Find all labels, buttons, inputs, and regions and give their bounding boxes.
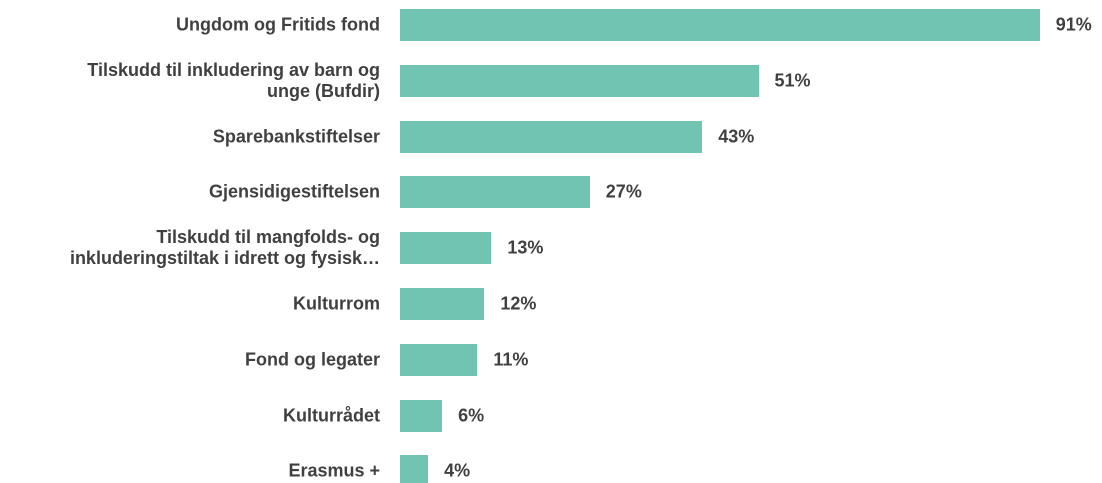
category-label: Fond og legater [245,349,380,370]
bar [400,399,443,432]
category-label: Erasmus + [288,460,380,481]
value-label: 43% [718,126,755,147]
category-label: Ungdom og Fritids fond [176,14,380,35]
category-label: Gjensidigestiftelsen [208,181,380,202]
value-label: 6% [458,405,485,426]
category-label: Sparebankstiftelser [212,126,380,147]
bar [400,120,703,153]
value-label: 91% [1055,14,1092,35]
value-label: 12% [500,293,537,314]
bar [400,455,429,483]
category-label: Kulturrådet [282,405,380,426]
bar [400,288,485,320]
value-label: 11% [493,349,529,370]
value-label: 4% [444,460,471,481]
category-label: Tilskudd til mangfolds- og inkluderingst… [69,227,380,269]
category-label: Kulturrom [293,293,380,314]
value-label: 51% [774,70,811,91]
bar [400,232,492,265]
value-label: 13% [507,237,544,258]
category-label: Tilskudd til inkludering av barn og unge… [87,59,380,101]
value-label: 27% [605,181,642,202]
bar [400,9,1040,41]
bar [400,176,590,209]
bar [400,64,759,97]
bar [400,343,478,376]
